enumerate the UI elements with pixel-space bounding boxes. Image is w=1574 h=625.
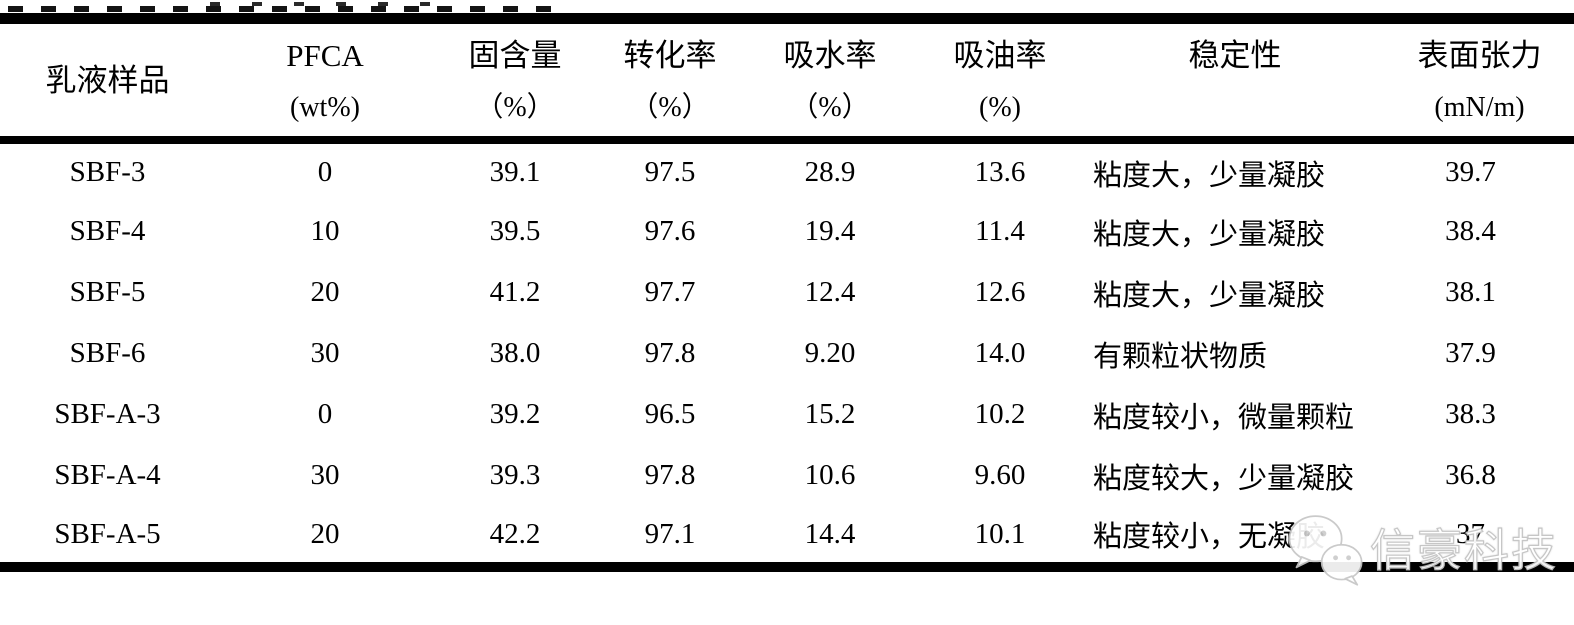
cell-water: 12.4 xyxy=(804,276,856,308)
cell-water: 28.9 xyxy=(804,156,856,188)
cell-solid: 39.3 xyxy=(489,459,541,491)
cell-water: 9.20 xyxy=(804,337,856,369)
cell-surface-tension: 37.9 xyxy=(1445,337,1496,369)
table-row-sbf-a-5: SBF-A-5 20 42.2 97.1 14.4 10.1 粘度较小，无凝胶 … xyxy=(0,506,1574,567)
cell-pfca: 30 xyxy=(310,337,340,369)
cell-sample: SBF-A-5 xyxy=(54,517,161,550)
cell-surface-tension: 38.3 xyxy=(1445,398,1496,430)
cell-solid: 39.5 xyxy=(489,215,541,247)
cell-water: 10.6 xyxy=(804,459,856,491)
cell-pfca: 10 xyxy=(310,215,340,247)
column-unit: （%） xyxy=(790,92,870,123)
cell-water: 14.4 xyxy=(804,517,856,550)
cell-conversion: 97.1 xyxy=(644,517,696,550)
cell-sample: SBF-A-3 xyxy=(54,398,161,430)
cell-surface-tension: 39.7 xyxy=(1445,156,1496,188)
column-unit: （%） xyxy=(630,92,710,123)
column-unit: (wt%) xyxy=(290,92,360,123)
cell-pfca: 20 xyxy=(310,276,340,308)
cell-stability: 粘度大，少量凝胶 xyxy=(1093,218,1326,251)
cell-sample: SBF-3 xyxy=(69,156,146,188)
table-row-sbf-a-4: SBF-A-4 30 39.3 97.8 10.6 9.60 粘度较大，少量凝胶… xyxy=(0,445,1574,506)
cell-conversion: 96.5 xyxy=(644,398,696,430)
table-row-sbf-a-3: SBF-A-3 0 39.2 96.5 15.2 10.2 粘度较小，微量颗粒 … xyxy=(0,384,1574,445)
cell-stability: 粘度较大，少量凝胶 xyxy=(1093,462,1355,495)
cell-oil: 9.60 xyxy=(974,459,1026,491)
cell-conversion: 97.5 xyxy=(644,156,696,188)
cell-sample: SBF-6 xyxy=(69,337,146,369)
cell-oil: 12.6 xyxy=(974,276,1026,308)
column-header-pfca: PFCA (wt%) xyxy=(215,19,435,141)
cell-conversion: 97.7 xyxy=(644,276,696,308)
cell-surface-tension: 37 xyxy=(1456,517,1485,550)
table-row-sbf-5: SBF-5 20 41.2 97.7 12.4 12.6 粘度大，少量凝胶 38… xyxy=(0,262,1574,323)
cell-stability: 粘度较小，微量颗粒 xyxy=(1093,401,1355,434)
cell-stability: 粘度大，少量凝胶 xyxy=(1093,279,1326,312)
cell-sample: SBF-4 xyxy=(69,215,146,247)
cell-pfca: 0 xyxy=(317,156,333,188)
cell-sample: SBF-A-4 xyxy=(54,459,161,491)
cell-oil: 11.4 xyxy=(975,215,1025,247)
column-unit: （%） xyxy=(475,92,555,123)
cell-solid: 38.0 xyxy=(489,337,541,369)
cell-stability: 有颗粒状物质 xyxy=(1093,340,1268,373)
cell-conversion: 97.6 xyxy=(644,215,696,247)
cell-surface-tension: 36.8 xyxy=(1445,459,1496,491)
column-header-surface-tension: 表面张力 (mN/m) xyxy=(1385,19,1574,141)
table-header-row: 乳液样品 PFCA (wt%) 固含量 （%） xyxy=(0,19,1574,141)
column-title: 吸水率 xyxy=(783,38,877,73)
cell-oil: 10.2 xyxy=(974,398,1026,430)
column-title: 稳定性 xyxy=(1188,38,1282,73)
column-unit: (mN/m) xyxy=(1434,92,1525,123)
cell-solid: 39.2 xyxy=(489,398,541,430)
emulsion-properties-table: 乳液样品 PFCA (wt%) 固含量 （%） xyxy=(0,13,1574,572)
column-header-water-absorption: 吸水率 （%） xyxy=(745,19,915,141)
column-unit: (%) xyxy=(979,92,1021,123)
cell-pfca: 30 xyxy=(310,459,340,491)
column-header-solid-content: 固含量 （%） xyxy=(435,19,595,141)
cell-water: 19.4 xyxy=(804,215,856,247)
column-title: 吸油率 xyxy=(953,38,1047,73)
column-header-stability: 稳定性 xyxy=(1085,19,1385,141)
table-row-sbf-4: SBF-4 10 39.5 97.6 19.4 11.4 粘度大，少量凝胶 38… xyxy=(0,201,1574,262)
cell-stability: 粘度较小，无凝胶 xyxy=(1093,521,1326,553)
cell-stability: 粘度大，少量凝胶 xyxy=(1093,159,1326,192)
column-header-sample: 乳液样品 xyxy=(0,19,215,141)
cell-solid: 42.2 xyxy=(489,517,541,550)
cell-oil: 10.1 xyxy=(974,517,1026,550)
cell-pfca: 20 xyxy=(310,517,340,550)
cell-solid: 39.1 xyxy=(489,156,541,188)
table-row-sbf-3: SBF-3 0 39.1 97.5 28.9 13.6 粘度大，少量凝胶 39.… xyxy=(0,140,1574,201)
cell-water: 15.2 xyxy=(804,398,856,430)
column-title: 转化率 xyxy=(623,38,717,73)
cell-solid: 41.2 xyxy=(489,276,541,308)
column-unit xyxy=(1085,94,1385,136)
column-title: 表面张力 xyxy=(1417,38,1542,73)
cell-oil: 14.0 xyxy=(974,337,1026,369)
column-title: 固含量 xyxy=(468,38,562,73)
cell-sample: SBF-5 xyxy=(69,276,146,308)
table-row-sbf-6: SBF-6 30 38.0 97.8 9.20 14.0 有颗粒状物质 37.9 xyxy=(0,323,1574,384)
column-header-oil-absorption: 吸油率 (%) xyxy=(915,19,1085,141)
cell-pfca: 0 xyxy=(317,398,333,430)
cell-oil: 13.6 xyxy=(974,156,1026,188)
column-title: PFCA xyxy=(286,38,364,73)
cropped-table-caption xyxy=(0,0,1574,13)
cell-surface-tension: 38.4 xyxy=(1445,215,1496,247)
cell-conversion: 97.8 xyxy=(644,459,696,491)
cell-surface-tension: 38.1 xyxy=(1445,276,1496,308)
cell-conversion: 97.8 xyxy=(644,337,696,369)
column-header-conversion: 转化率 （%） xyxy=(595,19,745,141)
column-title: 乳液样品 xyxy=(45,62,170,98)
